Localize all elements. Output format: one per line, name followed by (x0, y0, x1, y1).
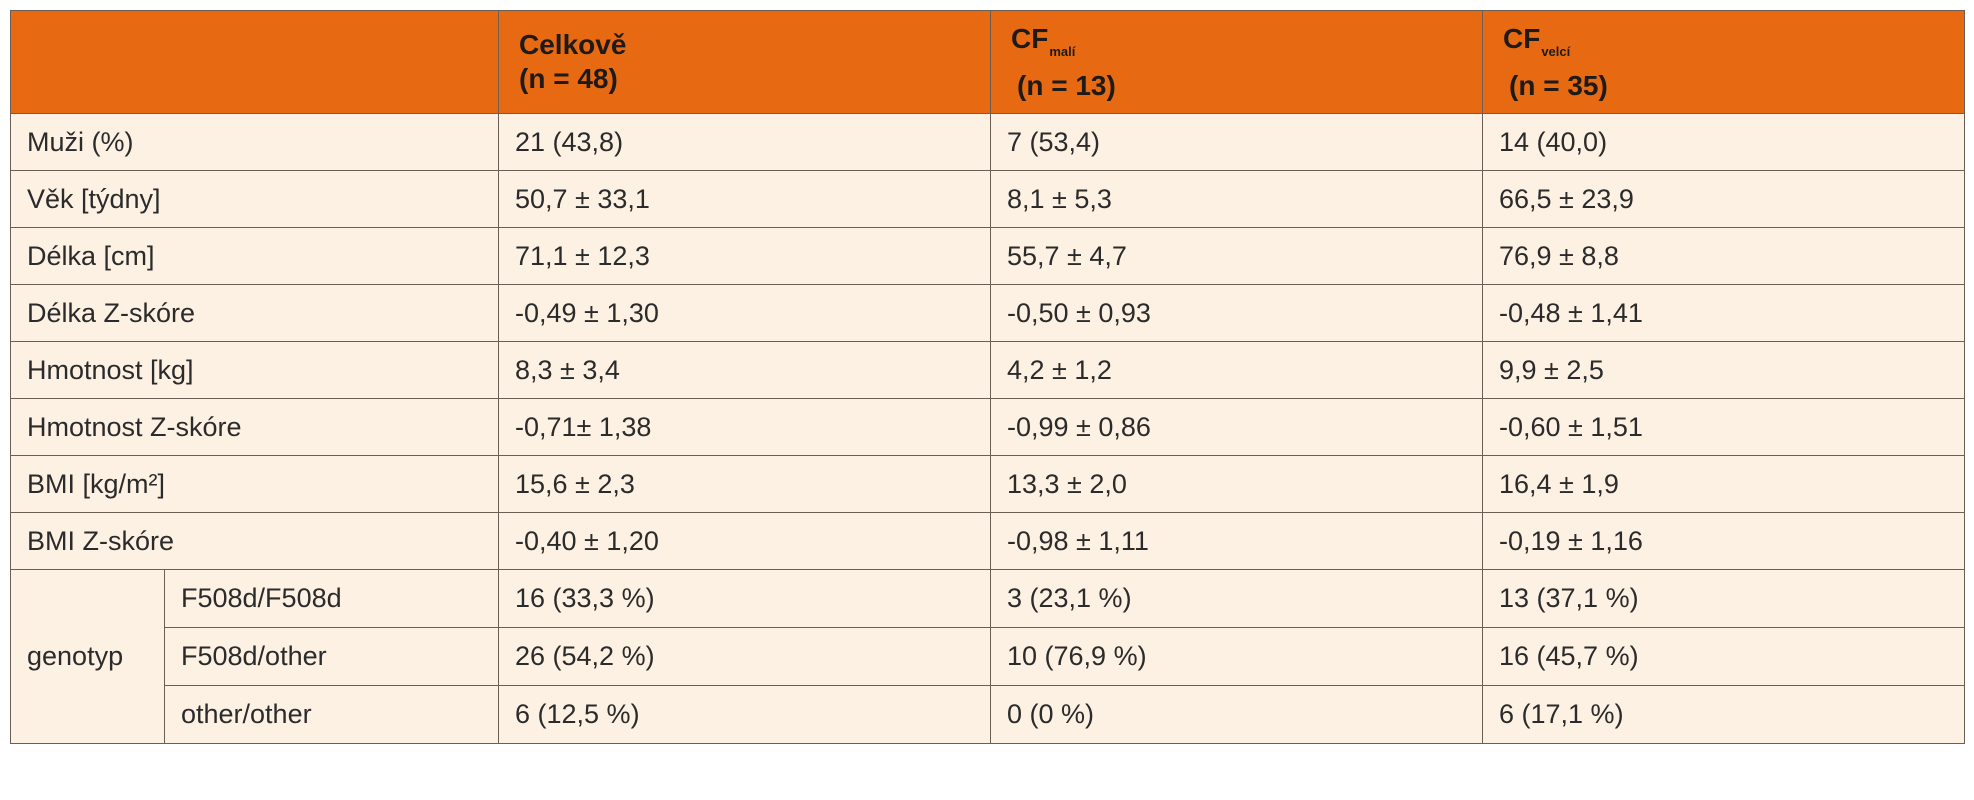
header-celkove: Celkově (n = 48) (498, 10, 991, 114)
row-label: Muži (%) (10, 113, 499, 171)
header-cf-velci-sub: velcí (1541, 43, 1571, 59)
header-cf-velci-label: CF (1503, 22, 1541, 54)
cell-celkove: 8,3 ± 3,4 (498, 341, 991, 399)
cell-celkove: -0,40 ± 1,20 (498, 512, 991, 570)
cell-cf-velci: 16,4 ± 1,9 (1482, 455, 1965, 513)
genotype-label: F508d/other (164, 627, 499, 686)
header-empty-cell (10, 10, 499, 114)
cell-cf-velci: 6 (17,1 %) (1482, 685, 1965, 744)
header-celkove-n: (n = 48) (519, 63, 618, 94)
header-cf-velci-n: (n = 35) (1509, 69, 1608, 101)
cell-celkove: -0,71± 1,38 (498, 398, 991, 456)
row-label: BMI [kg/m²] (10, 455, 499, 513)
header-cf-mali-n: (n = 13) (1017, 69, 1116, 101)
header-cf-mali-label: CF (1011, 22, 1049, 54)
cell-celkove: 21 (43,8) (498, 113, 991, 171)
table-row: F508d/other 26 (54,2 %) 10 (76,9 %) 16 (… (11, 627, 1965, 686)
cell-celkove: 26 (54,2 %) (498, 627, 991, 686)
table-row: Muži (%) 21 (43,8) 7 (53,4) 14 (40,0) (10, 113, 1965, 171)
row-label: Délka Z-skóre (10, 284, 499, 342)
row-label: Hmotnost [kg] (10, 341, 499, 399)
genotype-group-label: genotyp (10, 569, 165, 744)
row-label: Věk [týdny] (10, 170, 499, 228)
data-table: Celkově (n = 48) CFmalí (n = 13) CFvelcí… (10, 10, 1965, 744)
cell-cf-mali: 0 (0 %) (990, 685, 1483, 744)
row-label: Délka [cm] (10, 227, 499, 285)
header-cf-velci: CFvelcí (n = 35) (1482, 10, 1965, 114)
cell-cf-mali: 8,1 ± 5,3 (990, 170, 1483, 228)
header-row: Celkově (n = 48) CFmalí (n = 13) CFvelcí… (10, 10, 1965, 114)
cell-cf-mali: 3 (23,1 %) (990, 569, 1483, 628)
cell-cf-velci: 76,9 ± 8,8 (1482, 227, 1965, 285)
cell-cf-mali: 7 (53,4) (990, 113, 1483, 171)
cell-cf-velci: 9,9 ± 2,5 (1482, 341, 1965, 399)
cell-cf-velci: -0,60 ± 1,51 (1482, 398, 1965, 456)
table-row: Hmotnost Z-skóre -0,71± 1,38 -0,99 ± 0,8… (10, 398, 1965, 456)
cell-cf-mali: -0,98 ± 1,11 (990, 512, 1483, 570)
cell-cf-mali: 13,3 ± 2,0 (990, 455, 1483, 513)
cell-cf-velci: -0,48 ± 1,41 (1482, 284, 1965, 342)
row-label: Hmotnost Z-skóre (10, 398, 499, 456)
cell-cf-mali: 10 (76,9 %) (990, 627, 1483, 686)
table-row: BMI [kg/m²] 15,6 ± 2,3 13,3 ± 2,0 16,4 ±… (10, 455, 1965, 513)
cell-celkove: 71,1 ± 12,3 (498, 227, 991, 285)
header-cf-mali-sub: malí (1049, 43, 1076, 59)
cell-celkove: 15,6 ± 2,3 (498, 455, 991, 513)
row-label: BMI Z-skóre (10, 512, 499, 570)
cell-celkove: 6 (12,5 %) (498, 685, 991, 744)
cell-cf-velci: 14 (40,0) (1482, 113, 1965, 171)
table-row: Délka Z-skóre -0,49 ± 1,30 -0,50 ± 0,93 … (10, 284, 1965, 342)
cell-cf-velci: 66,5 ± 23,9 (1482, 170, 1965, 228)
header-celkove-label: Celkově (519, 29, 627, 60)
cell-cf-velci: 16 (45,7 %) (1482, 627, 1965, 686)
cell-cf-mali: 55,7 ± 4,7 (990, 227, 1483, 285)
cell-cf-mali: -0,99 ± 0,86 (990, 398, 1483, 456)
header-cf-mali: CFmalí (n = 13) (990, 10, 1483, 114)
cell-cf-mali: -0,50 ± 0,93 (990, 284, 1483, 342)
cell-cf-velci: 13 (37,1 %) (1482, 569, 1965, 628)
cell-celkove: -0,49 ± 1,30 (498, 284, 991, 342)
cell-cf-mali: 4,2 ± 1,2 (990, 341, 1483, 399)
table-row: Věk [týdny] 50,7 ± 33,1 8,1 ± 5,3 66,5 ±… (10, 170, 1965, 228)
cell-cf-velci: -0,19 ± 1,16 (1482, 512, 1965, 570)
table-row: genotyp F508d/F508d 16 (33,3 %) 3 (23,1 … (10, 569, 1965, 744)
genotype-label: F508d/F508d (164, 569, 499, 628)
cell-celkove: 50,7 ± 33,1 (498, 170, 991, 228)
cell-celkove: 16 (33,3 %) (498, 569, 991, 628)
table-row: Délka [cm] 71,1 ± 12,3 55,7 ± 4,7 76,9 ±… (10, 227, 1965, 285)
table-row: other/other 6 (12,5 %) 0 (0 %) 6 (17,1 %… (11, 685, 1965, 744)
genotype-label: other/other (164, 685, 499, 744)
table-row: Hmotnost [kg] 8,3 ± 3,4 4,2 ± 1,2 9,9 ± … (10, 341, 1965, 399)
table-row: BMI Z-skóre -0,40 ± 1,20 -0,98 ± 1,11 -0… (10, 512, 1965, 570)
